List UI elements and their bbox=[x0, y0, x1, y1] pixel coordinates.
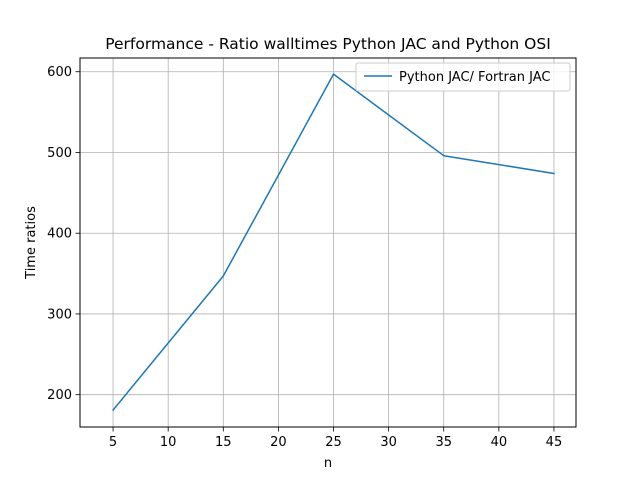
x-tick-label: 5 bbox=[109, 435, 117, 450]
y-tick-label: 300 bbox=[47, 307, 72, 322]
x-tick-label: 45 bbox=[546, 435, 563, 450]
x-axis-label: n bbox=[324, 456, 332, 471]
legend: Python JAC/ Fortran JAC bbox=[356, 63, 570, 91]
x-tick-label: 30 bbox=[380, 435, 397, 450]
y-axis-label: Time ratios bbox=[24, 206, 39, 280]
x-tick-label: 10 bbox=[160, 435, 177, 450]
plot-area bbox=[80, 58, 576, 427]
y-tick-label: 400 bbox=[47, 227, 72, 242]
x-tick-label: 40 bbox=[491, 435, 508, 450]
y-tick-label: 500 bbox=[47, 146, 72, 161]
y-tick-label: 200 bbox=[47, 388, 72, 403]
chart-title: Performance - Ratio walltimes Python JAC… bbox=[105, 35, 551, 53]
legend-label: Python JAC/ Fortran JAC bbox=[399, 70, 551, 85]
x-tick-label: 15 bbox=[215, 435, 232, 450]
x-tick-label: 35 bbox=[435, 435, 452, 450]
x-tick-label: 25 bbox=[325, 435, 342, 450]
y-tick-label: 600 bbox=[47, 65, 72, 80]
x-tick-label: 20 bbox=[270, 435, 287, 450]
